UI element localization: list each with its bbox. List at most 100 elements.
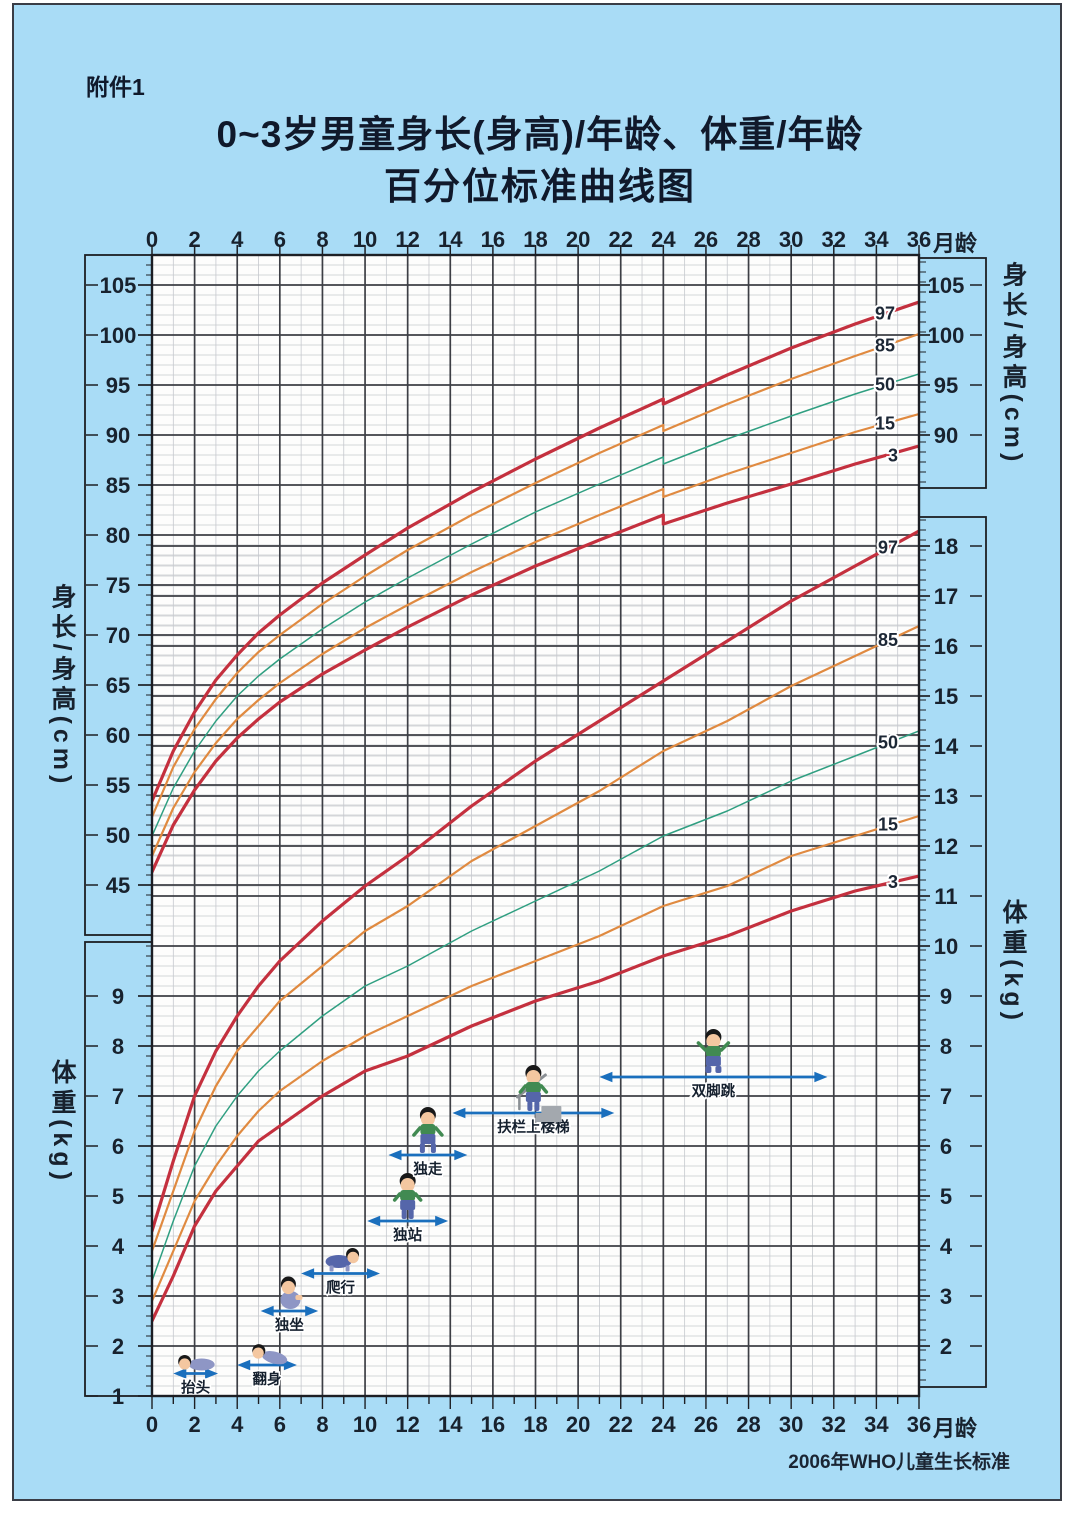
axis-tick-label: 12	[934, 834, 958, 859]
axis-tick-label: 8	[940, 1034, 952, 1059]
baby-standing-part	[392, 1192, 402, 1202]
milestone-arrowhead-right	[283, 1359, 297, 1371]
height-axis-title-right: 身长/身高(cm)	[999, 261, 1027, 467]
axis-tick-label: 65	[106, 673, 130, 698]
milestone-arrowhead-right	[435, 1215, 449, 1227]
height-curve-p15	[152, 412, 919, 858]
baby-walking-part	[420, 1134, 436, 1144]
milestone-annotation: 抬头	[173, 1355, 219, 1398]
percentile-label: 97	[878, 538, 898, 558]
weight-curve-p50	[152, 730, 919, 1282]
axis-tick-label: 6	[274, 1412, 286, 1437]
milestone-arrowhead-right	[814, 1071, 828, 1083]
baby-body	[188, 1358, 215, 1371]
milestone-arrowhead-left	[388, 1149, 402, 1161]
axis-tick-label: 100	[928, 323, 965, 348]
percentile-label: 15	[875, 414, 895, 434]
month-unit-label-top: 月龄	[933, 231, 978, 256]
axis-tick-label: 18	[934, 534, 958, 559]
milestone-label: 独坐	[275, 1316, 304, 1334]
month-unit-label-bottom: 月龄	[933, 1416, 978, 1441]
axis-tick-label: 105	[100, 273, 137, 298]
axis-tick-label: 0	[146, 1412, 158, 1437]
baby-body	[280, 1291, 301, 1309]
baby-jumping-part	[705, 1046, 721, 1057]
baby-pose	[178, 1355, 215, 1371]
axis-tick-label: 50	[106, 823, 130, 848]
axis-tick-label: 95	[106, 373, 130, 398]
percentile-label: 15	[878, 815, 898, 835]
height-curve-p85	[152, 332, 919, 819]
baby-standing-part	[413, 1192, 423, 1202]
baby-standing-part	[400, 1190, 416, 1201]
milestone-arrowhead-left	[367, 1215, 381, 1227]
axis-tick-label: 30	[779, 1412, 803, 1437]
milestone-label: 翻身	[253, 1370, 282, 1388]
milestone-label: 双脚跳	[692, 1082, 736, 1100]
axis-tick-label: 28	[736, 1412, 760, 1437]
milestone-arrowhead-right	[601, 1107, 615, 1119]
baby-stairs-part	[518, 1084, 528, 1094]
milestone-arrowhead-right	[205, 1368, 219, 1379]
baby-standing-part	[400, 1200, 416, 1210]
percentile-label: 50	[878, 732, 898, 752]
baby-crawling-part	[345, 1265, 350, 1272]
axis-tick-label: 13	[934, 784, 958, 809]
axis-tick-label: 14	[934, 734, 959, 759]
axis-tick-label: 17	[934, 584, 958, 609]
left-weight-axis-box	[84, 941, 153, 1397]
baby-walking-part	[430, 1143, 436, 1153]
axis-tick-label: 70	[106, 623, 130, 648]
axis-tick-label: 7	[940, 1084, 952, 1109]
axis-tick-label: 5	[112, 1184, 124, 1209]
baby-standing-part	[401, 1209, 407, 1219]
axis-tick-label: 7	[112, 1084, 124, 1109]
milestone-label: 独站	[393, 1226, 422, 1244]
baby-jumping-part	[705, 1066, 712, 1073]
chart-title-line1: 0~3岁男童身长(身高)/年龄、体重/年龄	[216, 114, 864, 155]
height-curve-p50	[152, 373, 919, 837]
baby-jumping-part	[706, 1034, 721, 1048]
weight-axis-title-left: 体重(kg)	[48, 1059, 76, 1185]
attachment-label: 附件1	[86, 74, 145, 100]
baby-walking-part	[420, 1124, 436, 1135]
height-axis-title-left: 身长/身高(cm)	[48, 583, 76, 789]
axes-layer: 0022446688101012121414161618182020222224…	[84, 227, 987, 1437]
axis-tick-label: 5	[940, 1184, 952, 1209]
baby-crawling-part	[329, 1265, 334, 1272]
axis-tick-label: 4	[231, 227, 244, 252]
baby-standing-part	[408, 1209, 414, 1219]
milestone-annotation: 独站	[367, 1173, 449, 1246]
milestone-arrowhead-right	[305, 1305, 319, 1317]
milestone-label: 抬头	[181, 1379, 210, 1397]
axis-tick-label: 34	[864, 1412, 889, 1437]
axis-tick-label: 22	[608, 1412, 632, 1437]
baby-stairs-part	[526, 1070, 541, 1084]
milestones-layer: 抬头 翻身 独坐 爬行 独站 独走 扶栏上楼梯 双脚跳	[173, 1029, 828, 1398]
baby-stairs-part	[541, 1106, 562, 1114]
right-height-axis-box	[918, 257, 987, 489]
baby-face	[252, 1347, 264, 1359]
axis-tick-label: 0	[146, 227, 158, 252]
baby-jumping-part	[696, 1041, 708, 1052]
weight-curve-p97	[152, 529, 919, 1233]
axis-tick-label: 14	[438, 1412, 463, 1437]
baby-sitting-part	[281, 1280, 296, 1295]
baby-body	[325, 1255, 352, 1268]
percentile-label: 50	[875, 375, 895, 395]
baby-stairs-part	[525, 1082, 541, 1093]
baby-icon-walking	[412, 1107, 444, 1153]
axis-tick-label: 6	[274, 227, 286, 252]
axis-tick-label: 24	[651, 1412, 676, 1437]
axis-tick-label: 10	[934, 934, 958, 959]
axis-tick-label: 9	[940, 984, 952, 1009]
milestone-arrowhead-left	[452, 1107, 466, 1119]
axis-tick-label: 6	[112, 1134, 124, 1159]
axis-tick-label: 1	[112, 1384, 124, 1409]
milestone-annotation: 爬行	[301, 1248, 380, 1298]
weight-curve-p3	[152, 874, 919, 1323]
curves-layer	[152, 300, 919, 1323]
axis-tick-label: 8	[316, 227, 328, 252]
baby-icon-rolling	[252, 1344, 288, 1365]
